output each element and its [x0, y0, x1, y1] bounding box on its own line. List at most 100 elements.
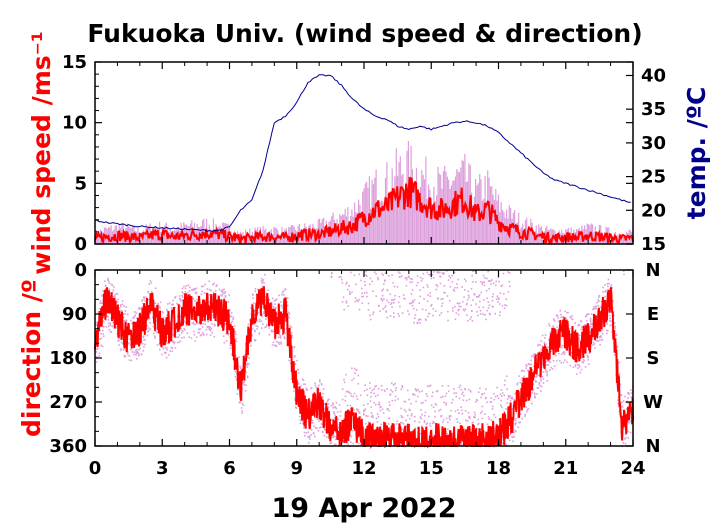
- direction-dot: [268, 327, 270, 329]
- direction-dot: [505, 408, 507, 410]
- direction-dot: [332, 436, 334, 439]
- direction-dot: [213, 335, 216, 338]
- direction-dot: [176, 302, 178, 305]
- direction-dot: [248, 363, 250, 365]
- direction-dot: [280, 301, 282, 303]
- direction-dot: [479, 412, 482, 414]
- direction-dot: [401, 386, 404, 389]
- direction-dot: [369, 318, 372, 321]
- direction-dot: [142, 336, 145, 339]
- direction-dot: [423, 420, 426, 422]
- direction-dot: [335, 402, 338, 404]
- direction-dot: [302, 379, 305, 381]
- direction-dot: [305, 432, 308, 434]
- direction-dot: [354, 372, 356, 374]
- direction-dot: [347, 390, 349, 393]
- direction-dot: [533, 393, 536, 396]
- direction-dot: [353, 392, 356, 395]
- direction-dot: [124, 310, 127, 312]
- direction-dot: [509, 285, 511, 288]
- direction-dot: [387, 408, 389, 410]
- direction-dot: [546, 374, 548, 377]
- direction-dot: [504, 379, 506, 382]
- direction-dot: [233, 325, 236, 327]
- direction-dot: [162, 347, 165, 350]
- direction-dot: [114, 294, 116, 296]
- direction-dot: [108, 282, 110, 284]
- direction-dot: [504, 304, 506, 306]
- direction-dot: [397, 301, 400, 304]
- direction-dot: [190, 337, 193, 339]
- direction-dot: [330, 419, 333, 421]
- direction-dot: [146, 324, 148, 327]
- direction-dot: [483, 284, 486, 287]
- compass-label: N: [645, 436, 660, 457]
- direction-dot: [294, 362, 297, 365]
- direction-dot: [212, 291, 215, 294]
- direction-dot: [211, 300, 214, 303]
- direction-dot: [341, 278, 343, 281]
- direction-dot: [106, 315, 109, 317]
- direction-dot: [521, 369, 524, 372]
- direction-dot: [278, 294, 280, 297]
- direction-dot: [604, 284, 606, 286]
- direction-dot: [136, 358, 138, 360]
- direction-dot: [539, 385, 541, 387]
- direction-dot: [391, 391, 394, 393]
- direction-dot: [174, 347, 177, 349]
- direction-dot: [448, 415, 451, 417]
- direction-dot: [358, 273, 360, 276]
- direction-dot: [394, 382, 396, 385]
- direction-dot: [585, 315, 588, 317]
- direction-dot: [426, 271, 428, 274]
- direction-dot: [100, 337, 103, 340]
- direction-dot: [206, 333, 208, 336]
- direction-dot: [440, 414, 443, 417]
- direction-dot: [279, 333, 281, 336]
- direction-dot: [178, 334, 181, 336]
- direction-dot: [370, 412, 373, 414]
- direction-dot: [312, 422, 314, 424]
- direction-dot: [538, 374, 540, 377]
- direction-dot: [476, 427, 479, 430]
- direction-dot: [497, 397, 500, 400]
- direction-dot: [257, 311, 260, 314]
- direction-dot: [400, 421, 402, 424]
- direction-dot: [391, 399, 394, 402]
- direction-dot: [100, 344, 102, 347]
- direction-dot: [492, 293, 494, 295]
- direction-dot: [154, 337, 156, 339]
- direction-dot: [424, 399, 427, 402]
- direction-dot: [404, 400, 407, 403]
- direction-dot: [257, 325, 259, 328]
- direction-dot: [449, 286, 452, 288]
- direction-dot: [468, 398, 471, 401]
- direction-dot: [345, 283, 347, 285]
- direction-dot: [222, 335, 225, 337]
- direction-dot: [425, 309, 427, 311]
- direction-dot: [549, 331, 552, 334]
- direction-dot: [180, 327, 182, 330]
- direction-dot: [518, 421, 521, 424]
- direction-dot: [107, 322, 110, 325]
- direction-dot: [513, 431, 515, 434]
- direction-dot: [628, 420, 631, 422]
- direction-dot: [121, 300, 124, 302]
- direction-dot: [220, 290, 223, 293]
- direction-dot: [563, 351, 566, 354]
- time-tick-label: 9: [290, 458, 303, 479]
- direction-dot: [304, 383, 306, 385]
- direction-dot: [126, 313, 129, 316]
- direction-dot: [411, 289, 414, 291]
- direction-dot: [435, 283, 438, 286]
- direction-dot: [330, 272, 333, 275]
- direction-dot: [242, 404, 245, 407]
- direction-dot: [421, 413, 423, 416]
- direction-dot: [297, 383, 300, 385]
- direction-dot: [630, 392, 633, 394]
- direction-dot: [425, 423, 428, 426]
- direction-dot: [332, 407, 334, 409]
- direction-dot: [386, 388, 388, 390]
- direction-dot: [122, 316, 125, 319]
- direction-dot: [230, 322, 232, 324]
